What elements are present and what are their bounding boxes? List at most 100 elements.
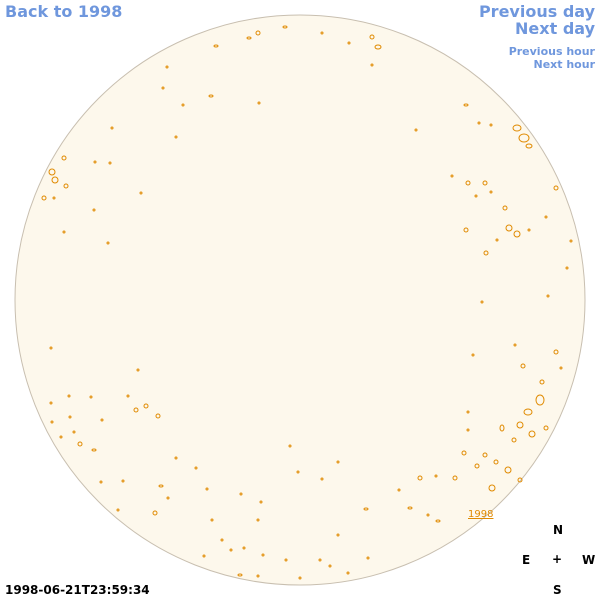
contour-blob bbox=[205, 487, 209, 491]
contour-blob bbox=[116, 508, 120, 512]
contour-blob bbox=[488, 484, 496, 492]
contour-blob bbox=[72, 430, 76, 434]
contour-blob bbox=[366, 556, 370, 560]
contour-blob bbox=[513, 343, 517, 347]
contour-blob bbox=[482, 452, 488, 458]
contour-blob bbox=[483, 250, 489, 256]
contour-blob bbox=[48, 168, 56, 176]
contour-blob bbox=[63, 183, 69, 189]
magnetic-contours bbox=[41, 25, 573, 580]
contour-blob bbox=[152, 510, 158, 516]
contour-blob bbox=[126, 394, 130, 398]
contour-blob bbox=[67, 394, 71, 398]
contour-blob bbox=[166, 496, 170, 500]
contour-blob bbox=[165, 65, 169, 69]
previous-day-link[interactable]: Previous day bbox=[478, 2, 595, 21]
contour-blob bbox=[466, 410, 470, 414]
contour-blob bbox=[512, 124, 522, 132]
contour-blob bbox=[108, 161, 112, 165]
contour-blob bbox=[155, 413, 161, 419]
contour-blob bbox=[511, 437, 517, 443]
contour-blob bbox=[474, 463, 480, 469]
contour-blob bbox=[77, 441, 83, 447]
contour-blob bbox=[504, 466, 512, 474]
contour-blob bbox=[220, 538, 224, 542]
contour-blob bbox=[363, 507, 369, 511]
contour-blob bbox=[495, 238, 499, 242]
contour-blob bbox=[489, 190, 493, 194]
contour-blob bbox=[546, 294, 550, 298]
contour-blob bbox=[237, 573, 243, 577]
contour-blob bbox=[553, 185, 559, 191]
contour-blob bbox=[505, 224, 513, 232]
contour-blob bbox=[499, 424, 505, 432]
contour-blob bbox=[133, 407, 139, 413]
contour-blob bbox=[296, 470, 300, 474]
contour-blob bbox=[520, 363, 526, 369]
contour-blob bbox=[139, 191, 143, 195]
contour-blob bbox=[256, 574, 260, 578]
contour-blob bbox=[143, 403, 149, 409]
contour-blob bbox=[49, 346, 53, 350]
contour-blob bbox=[161, 86, 165, 90]
contour-blob bbox=[525, 143, 533, 149]
contour-blob bbox=[282, 25, 288, 29]
contour-blob bbox=[489, 123, 493, 127]
contour-blob bbox=[158, 484, 164, 488]
contour-blob bbox=[136, 368, 140, 372]
contour-blob bbox=[346, 571, 350, 575]
contour-blob bbox=[50, 420, 54, 424]
contour-blob bbox=[257, 101, 261, 105]
contour-blob bbox=[535, 394, 545, 406]
contour-blob bbox=[210, 518, 214, 522]
next-day-link[interactable]: Next day bbox=[515, 19, 595, 38]
contour-blob bbox=[62, 230, 66, 234]
compass-south-label: S bbox=[553, 583, 562, 597]
contour-blob bbox=[52, 196, 56, 200]
contour-blob bbox=[328, 564, 332, 568]
contour-blob bbox=[256, 518, 260, 522]
contour-blob bbox=[528, 430, 536, 438]
back-to-year-link[interactable]: Back to 1998 bbox=[5, 2, 123, 21]
contour-blob bbox=[347, 41, 351, 45]
contour-blob bbox=[539, 379, 545, 385]
year-1998-link[interactable]: 1998 bbox=[468, 509, 493, 520]
contour-blob bbox=[92, 208, 96, 212]
contour-blob bbox=[452, 475, 458, 481]
contour-blob bbox=[246, 36, 252, 40]
contour-blob bbox=[242, 546, 246, 550]
solar-disk bbox=[14, 14, 586, 586]
compass-north-label: N bbox=[553, 523, 564, 537]
contour-blob bbox=[174, 135, 178, 139]
contour-blob bbox=[194, 466, 198, 470]
contour-blob bbox=[284, 558, 288, 562]
contour-blob bbox=[259, 500, 263, 504]
contour-blob bbox=[93, 160, 97, 164]
contour-blob bbox=[417, 475, 423, 481]
contour-blob bbox=[61, 155, 67, 161]
contour-blob bbox=[374, 44, 382, 50]
contour-blob bbox=[434, 474, 438, 478]
compass-west-label: W bbox=[582, 553, 596, 567]
contour-blob bbox=[482, 180, 488, 186]
contour-blob bbox=[239, 492, 243, 496]
contour-blob bbox=[513, 230, 521, 238]
compass-east-label: E bbox=[522, 553, 531, 567]
contour-blob bbox=[502, 205, 508, 211]
contour-blob bbox=[320, 31, 324, 35]
contour-blob bbox=[49, 401, 53, 405]
contour-blob bbox=[181, 103, 185, 107]
contour-blob bbox=[369, 34, 375, 40]
contour-blob bbox=[370, 63, 374, 67]
contour-blob bbox=[543, 425, 549, 431]
contour-blob bbox=[121, 479, 125, 483]
contour-blob bbox=[414, 128, 418, 132]
contour-blob bbox=[527, 228, 531, 232]
contour-blob bbox=[544, 215, 548, 219]
contour-blob bbox=[318, 558, 322, 562]
previous-hour-link[interactable]: Previous hour bbox=[508, 45, 595, 58]
contour-blob bbox=[288, 444, 292, 448]
next-hour-link[interactable]: Next hour bbox=[533, 58, 596, 71]
contour-blob bbox=[255, 30, 261, 36]
contour-blob bbox=[397, 488, 401, 492]
